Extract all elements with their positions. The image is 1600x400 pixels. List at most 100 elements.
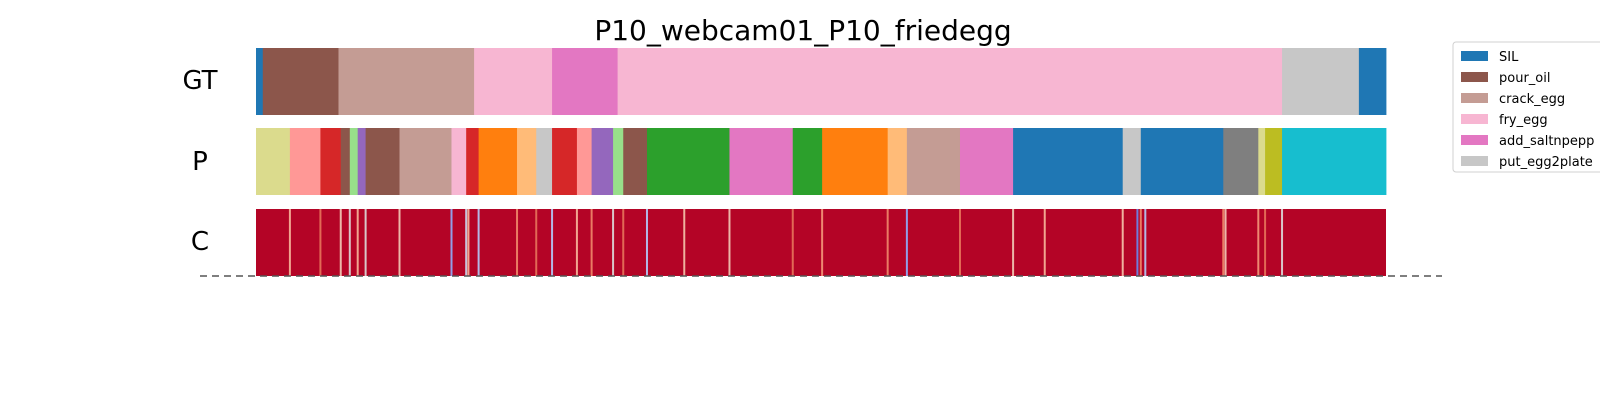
confidence-mark-16: [612, 209, 615, 276]
confidence-mark-35: [1264, 209, 1267, 276]
legend: SIL pour_oil crack_egg fry_egg add_saltnpepp…: [1452, 41, 1600, 173]
p-segment-19: [729, 128, 794, 195]
p-segment-10: [478, 128, 518, 195]
legend-label-5: put_egg2plate: [1499, 155, 1593, 170]
p-segment-2: [320, 128, 342, 195]
p-segment-7: [399, 128, 452, 195]
legend-swatch-4: [1461, 135, 1488, 145]
legend-label-2: crack_egg: [1499, 92, 1565, 107]
legend-swatch-2: [1461, 93, 1488, 103]
legend-swatch-0: [1461, 51, 1488, 61]
confidence-mark-8: [465, 209, 468, 276]
gt-row: [256, 48, 1387, 115]
confidence-mark-5: [364, 209, 367, 276]
gt-segment-6: [1282, 48, 1360, 115]
p-segment-21: [822, 128, 889, 195]
legend-swatch-5: [1461, 156, 1488, 166]
legend-label-1: pour_oil: [1499, 71, 1550, 86]
p-segment-0: [256, 128, 291, 195]
confidence-mark-9: [467, 209, 470, 276]
confidence-mark-15: [590, 209, 593, 276]
confidence-mark-13: [551, 209, 554, 276]
gt-segment-1: [262, 48, 339, 115]
confidence-mark-28: [1121, 209, 1124, 276]
confidence-mark-12: [535, 209, 538, 276]
confidence-mark-36: [1281, 209, 1284, 276]
confidence-mark-7: [450, 209, 453, 276]
legend-swatch-1: [1461, 72, 1488, 82]
confidence-mark-17: [622, 209, 625, 276]
p-segment-17: [623, 128, 648, 195]
p-segment-4: [349, 128, 359, 195]
p-segment-31: [1282, 128, 1387, 195]
confidence-mark-6: [398, 209, 401, 276]
gt-segment-5: [617, 48, 1283, 115]
confidence-mark-10: [477, 209, 480, 276]
p-segment-25: [1013, 128, 1124, 195]
p-segment-11: [517, 128, 537, 195]
row-label-gt: GT: [182, 66, 217, 96]
p-segment-15: [591, 128, 614, 195]
p-segment-5: [357, 128, 367, 195]
legend-label-0: SIL: [1499, 50, 1519, 65]
prediction-row: [256, 128, 1387, 195]
confidence-mark-23: [886, 209, 889, 276]
p-segment-14: [576, 128, 593, 195]
confidence-mark-21: [791, 209, 794, 276]
p-segment-20: [792, 128, 823, 195]
confidence-mark-18: [645, 209, 648, 276]
p-segment-12: [536, 128, 553, 195]
gt-segment-0: [256, 48, 264, 115]
confidence-mark-26: [1012, 209, 1015, 276]
p-segment-24: [959, 128, 1014, 195]
confidence-mark-0: [288, 209, 291, 276]
p-segment-16: [613, 128, 624, 195]
gt-segment-7: [1358, 48, 1387, 115]
confidence-mark-22: [821, 209, 824, 276]
p-segment-6: [365, 128, 400, 195]
row-label-p: P: [192, 147, 208, 177]
confidence-mark-25: [958, 209, 961, 276]
confidence-base: [256, 209, 1386, 276]
p-segment-9: [466, 128, 480, 195]
legend-label-4: add_saltnpepp: [1499, 134, 1594, 149]
confidence-mark-27: [1043, 209, 1046, 276]
p-segment-30: [1265, 128, 1283, 195]
confidence-mark-31: [1144, 209, 1147, 276]
confidence-mark-11: [516, 209, 519, 276]
legend-swatch-3: [1461, 114, 1488, 124]
gt-segment-3: [474, 48, 553, 115]
row-label-c: C: [191, 227, 209, 257]
p-segment-13: [552, 128, 578, 195]
confidence-mark-33: [1224, 209, 1227, 276]
confidence-mark-24: [905, 209, 908, 276]
confidence-row: [256, 209, 1386, 276]
confidence-mark-20: [728, 209, 731, 276]
confidence-mark-19: [683, 209, 686, 276]
confidence-mark-3: [348, 209, 351, 276]
gt-segment-2: [338, 48, 475, 115]
confidence-mark-1: [319, 209, 322, 276]
p-segment-1: [289, 128, 321, 195]
confidence-mark-30: [1139, 209, 1142, 276]
confidence-mark-14: [575, 209, 578, 276]
confidence-mark-34: [1257, 209, 1260, 276]
confidence-mark-4: [356, 209, 359, 276]
chart-title: P10_webcam01_P10_friedegg: [594, 14, 1011, 47]
p-segment-3: [340, 128, 351, 195]
confidence-mark-32: [1222, 209, 1225, 276]
p-segment-23: [906, 128, 961, 195]
p-segment-18: [646, 128, 730, 195]
p-segment-26: [1122, 128, 1142, 195]
legend-label-3: fry_egg: [1499, 113, 1548, 128]
p-segment-29: [1258, 128, 1266, 195]
legend-frame: [1452, 41, 1600, 173]
p-segment-28: [1223, 128, 1259, 195]
confidence-mark-29: [1136, 209, 1139, 276]
gt-segment-4: [552, 48, 618, 115]
p-segment-27: [1140, 128, 1224, 195]
p-segment-8: [451, 128, 467, 195]
p-segment-22: [887, 128, 908, 195]
confidence-mark-2: [339, 209, 342, 276]
